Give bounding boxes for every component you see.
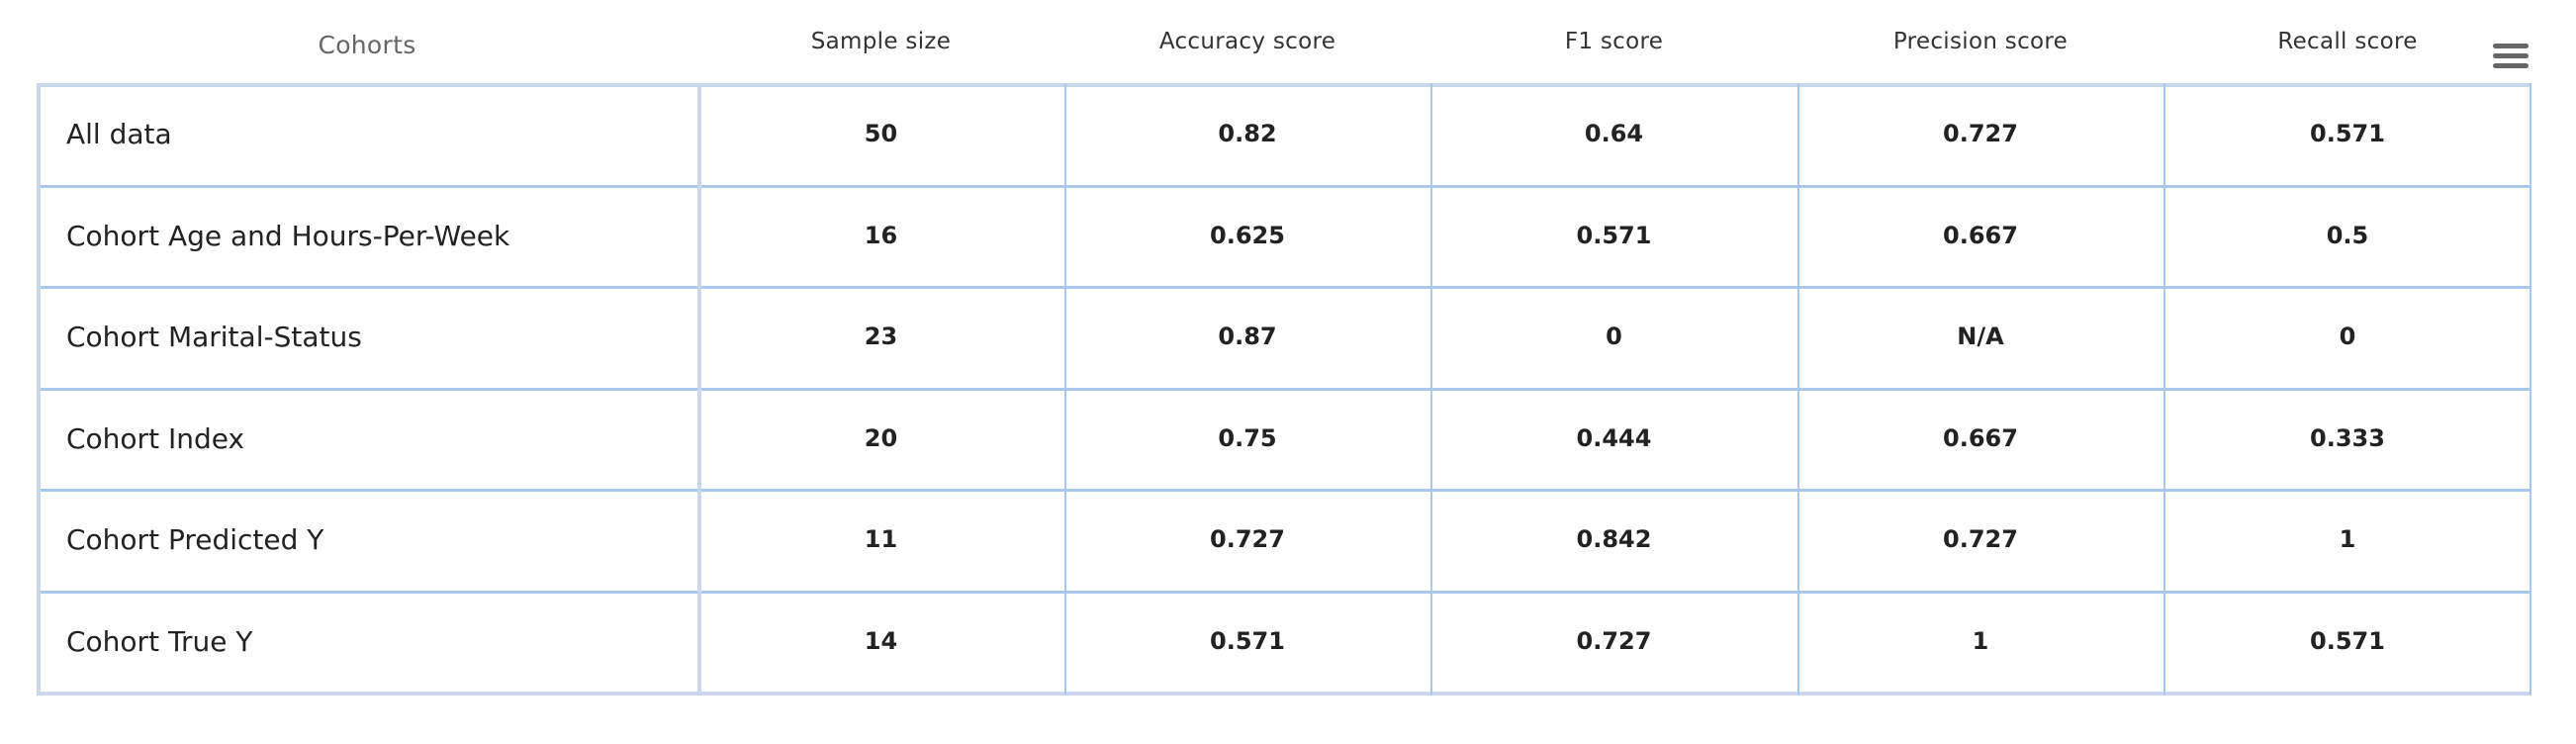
cohort-name-cell: Cohort Age and Hours-Per-Week bbox=[66, 219, 510, 252]
metric-cell-accuracy: 0.82 bbox=[1218, 120, 1277, 148]
metric-cell-precision: N/A bbox=[1957, 323, 2004, 351]
metric-cell-accuracy: 0.87 bbox=[1218, 323, 1277, 351]
metric-cell-accuracy: 0.571 bbox=[1210, 627, 1285, 656]
metric-cell-sample-size: 50 bbox=[864, 120, 898, 148]
metric-cell-f1: 0.444 bbox=[1576, 424, 1652, 453]
hamburger-menu-icon[interactable] bbox=[2493, 44, 2529, 73]
metric-cell-precision: 1 bbox=[1972, 627, 1989, 656]
table-header: Cohorts Sample size Accuracy score F1 score… bbox=[37, 0, 2531, 83]
column-header-recall[interactable]: Recall score bbox=[2277, 29, 2418, 54]
metric-cell-precision: 0.727 bbox=[1943, 525, 2018, 554]
column-divider bbox=[1797, 83, 1799, 695]
metric-cell-recall: 0.5 bbox=[2326, 222, 2369, 250]
row-divider bbox=[37, 591, 2531, 594]
row-divider bbox=[37, 489, 2531, 492]
column-header-precision[interactable]: Precision score bbox=[1892, 29, 2069, 54]
row-divider bbox=[37, 83, 2531, 87]
metric-cell-recall: 0 bbox=[2339, 323, 2356, 351]
metric-cell-sample-size: 14 bbox=[864, 627, 898, 656]
row-divider bbox=[37, 692, 2531, 696]
menu-bar bbox=[2493, 53, 2529, 58]
cohort-name-cell: Cohort Index bbox=[66, 421, 245, 455]
column-header-sample-size[interactable]: Sample size bbox=[810, 29, 952, 54]
cohort-name-cell: All data bbox=[66, 117, 172, 150]
metric-cell-recall: 0.333 bbox=[2310, 424, 2385, 453]
metric-cell-accuracy: 0.625 bbox=[1210, 222, 1285, 250]
row-divider bbox=[37, 286, 2531, 289]
metric-cell-recall: 0.571 bbox=[2310, 120, 2385, 148]
column-header-f1[interactable]: F1 score bbox=[1564, 29, 1664, 54]
metric-cell-precision: 0.667 bbox=[1943, 222, 2018, 250]
menu-bar bbox=[2493, 44, 2529, 48]
column-header-accuracy[interactable]: Accuracy score bbox=[1158, 29, 1336, 54]
metric-cell-f1: 0.64 bbox=[1584, 120, 1644, 148]
column-header-cohort[interactable]: Cohorts bbox=[318, 30, 416, 59]
metric-cell-f1: 0 bbox=[1606, 323, 1622, 351]
column-divider bbox=[697, 83, 701, 695]
metric-cell-f1: 0.571 bbox=[1576, 222, 1652, 250]
metric-cell-f1: 0.842 bbox=[1576, 525, 1652, 554]
column-divider bbox=[2163, 83, 2165, 695]
metric-cell-precision: 0.667 bbox=[1943, 424, 2018, 453]
metric-cell-precision: 0.727 bbox=[1943, 120, 2018, 148]
cohort-name-cell: Cohort Predicted Y bbox=[66, 522, 324, 556]
metric-cell-sample-size: 11 bbox=[864, 525, 898, 554]
metric-cell-recall: 1 bbox=[2339, 525, 2356, 554]
menu-bar bbox=[2493, 63, 2529, 68]
metric-cell-f1: 0.727 bbox=[1576, 627, 1652, 656]
row-divider bbox=[37, 388, 2531, 391]
row-divider bbox=[37, 185, 2531, 188]
column-divider bbox=[37, 83, 41, 695]
column-divider bbox=[1430, 83, 1432, 695]
cohort-name-cell: Cohort Marital-Status bbox=[66, 320, 362, 353]
cohort-metrics-table: All data 50 0.82 0.64 0.727 0.571 Cohort Age a… bbox=[37, 83, 2533, 696]
metric-cell-sample-size: 20 bbox=[864, 424, 898, 453]
cohort-name-cell: Cohort True Y bbox=[66, 624, 253, 658]
metric-cell-sample-size: 23 bbox=[864, 323, 898, 351]
metric-cell-accuracy: 0.727 bbox=[1210, 525, 1285, 554]
column-divider bbox=[1064, 83, 1066, 695]
metric-cell-recall: 0.571 bbox=[2310, 627, 2385, 656]
column-divider bbox=[2530, 83, 2531, 695]
metric-cell-sample-size: 16 bbox=[864, 222, 898, 250]
metric-cell-accuracy: 0.75 bbox=[1218, 424, 1277, 453]
